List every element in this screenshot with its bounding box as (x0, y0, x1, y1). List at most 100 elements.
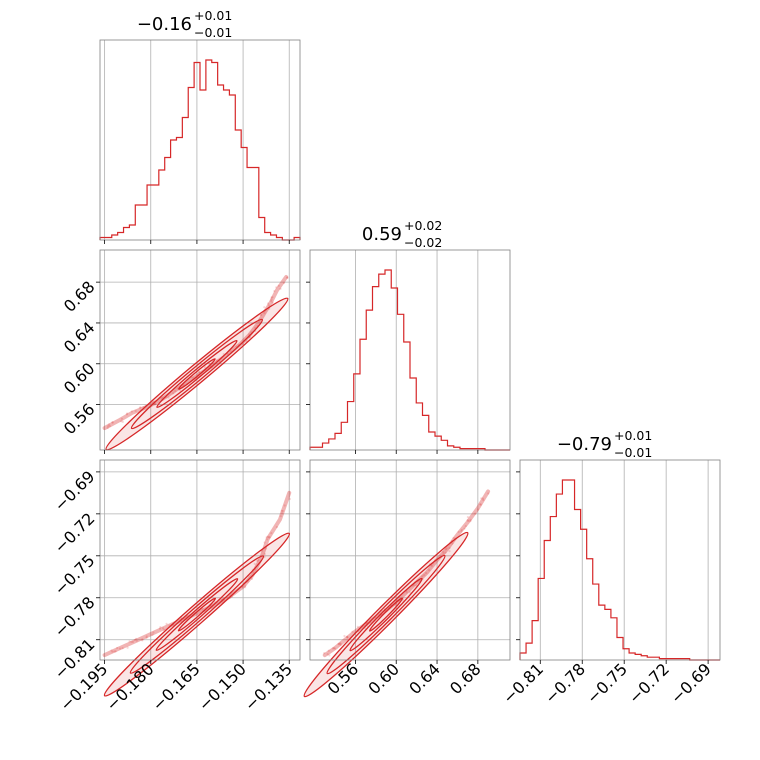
sample-point (161, 627, 165, 630)
sample-point (263, 552, 266, 556)
sample-point (343, 634, 346, 638)
sample-point (111, 650, 114, 653)
sample-point (245, 339, 248, 342)
title-upper-error: +0.02 (404, 218, 442, 233)
sample-point (151, 633, 154, 636)
sample-point (198, 370, 201, 374)
sample-point (337, 643, 340, 646)
sample-point (118, 647, 122, 650)
x-tick-label: −0.72 (625, 659, 673, 707)
sample-point (259, 314, 262, 317)
sample-point (328, 654, 331, 657)
contour-level-1 (103, 532, 291, 697)
sample-point (326, 653, 329, 656)
sample-point (130, 640, 133, 644)
sample-point (138, 406, 141, 409)
title-upper-error: +0.01 (614, 428, 652, 443)
sample-point (466, 515, 469, 519)
sample-point (337, 642, 340, 646)
histogram-1 (309, 269, 510, 451)
panel-frame (309, 249, 511, 451)
sample-point (265, 536, 268, 539)
sample-point (145, 635, 148, 638)
sample-point (286, 276, 289, 279)
sample-point (257, 559, 260, 562)
grid-layer (100, 40, 709, 660)
sample-point (423, 574, 426, 577)
sample-point (263, 541, 266, 544)
sample-point (153, 403, 157, 406)
sample-point (111, 421, 114, 424)
sample-point (131, 640, 135, 643)
sample-point (480, 497, 483, 500)
histogram-2 (519, 479, 720, 661)
panel-frame (99, 459, 301, 661)
sample-point (351, 630, 354, 633)
title-value: −0.16 (137, 14, 192, 35)
title-value: −0.79 (557, 434, 612, 455)
contour-level-2 (129, 555, 265, 674)
sample-point (445, 547, 448, 550)
sample-point (242, 342, 245, 346)
sample-point (264, 547, 267, 550)
sample-point (405, 591, 408, 594)
x-tick-label: −0.135 (241, 659, 296, 714)
sample-point (333, 647, 337, 650)
sample-point (113, 650, 116, 653)
sample-point (179, 389, 182, 392)
panel-title-0: −0.16 +0.01 −0.01 (137, 8, 232, 40)
sample-point (356, 625, 359, 628)
density-band (322, 489, 491, 658)
x-tick-label: −0.75 (583, 659, 631, 707)
x-tick-label: 0.68 (446, 659, 485, 698)
sample-point (106, 426, 109, 429)
sample-point (279, 515, 282, 518)
sample-point (174, 390, 177, 393)
sample-point (134, 409, 137, 413)
contour-level-4 (178, 358, 216, 390)
sample-point (263, 312, 266, 315)
sample-point (116, 646, 119, 650)
sample-point (134, 637, 138, 640)
sample-point (481, 497, 485, 500)
sample-point (270, 296, 273, 299)
sample-point (106, 425, 110, 428)
sample-point (191, 376, 194, 379)
contour-level-3 (155, 578, 239, 652)
sample-point (126, 412, 129, 415)
sample-point (139, 406, 142, 409)
sample-point (267, 304, 271, 307)
contour-level-4 (177, 597, 217, 632)
y-tick-label: 0.56 (60, 400, 99, 439)
sample-point (266, 535, 270, 538)
sample-point (268, 536, 271, 539)
contour-level-3 (349, 577, 423, 652)
contour-level-4 (368, 597, 404, 632)
sample-point (243, 586, 247, 589)
sample-point (469, 520, 472, 523)
sample-point (460, 530, 463, 533)
density-band (102, 275, 289, 431)
sample-point (110, 649, 113, 652)
sample-point (448, 550, 451, 553)
sample-point (120, 420, 123, 423)
sample-point (252, 571, 255, 574)
sample-point (266, 538, 269, 541)
panel-frame (99, 249, 301, 451)
sample-point (135, 639, 138, 642)
sample-point (114, 650, 117, 653)
sample-point (327, 649, 330, 652)
sample-point (271, 296, 274, 299)
sample-point (128, 640, 131, 643)
sample-point (145, 636, 148, 639)
sample-point (413, 583, 416, 587)
x-tick-label: 0.60 (364, 659, 403, 698)
sample-point (121, 420, 124, 423)
sample-point (408, 591, 411, 594)
sample-point (280, 509, 283, 512)
sample-point (263, 306, 266, 309)
x-tick-label: 0.64 (405, 659, 444, 698)
y-tick-label: −0.78 (50, 593, 98, 641)
sample-point (464, 525, 467, 528)
